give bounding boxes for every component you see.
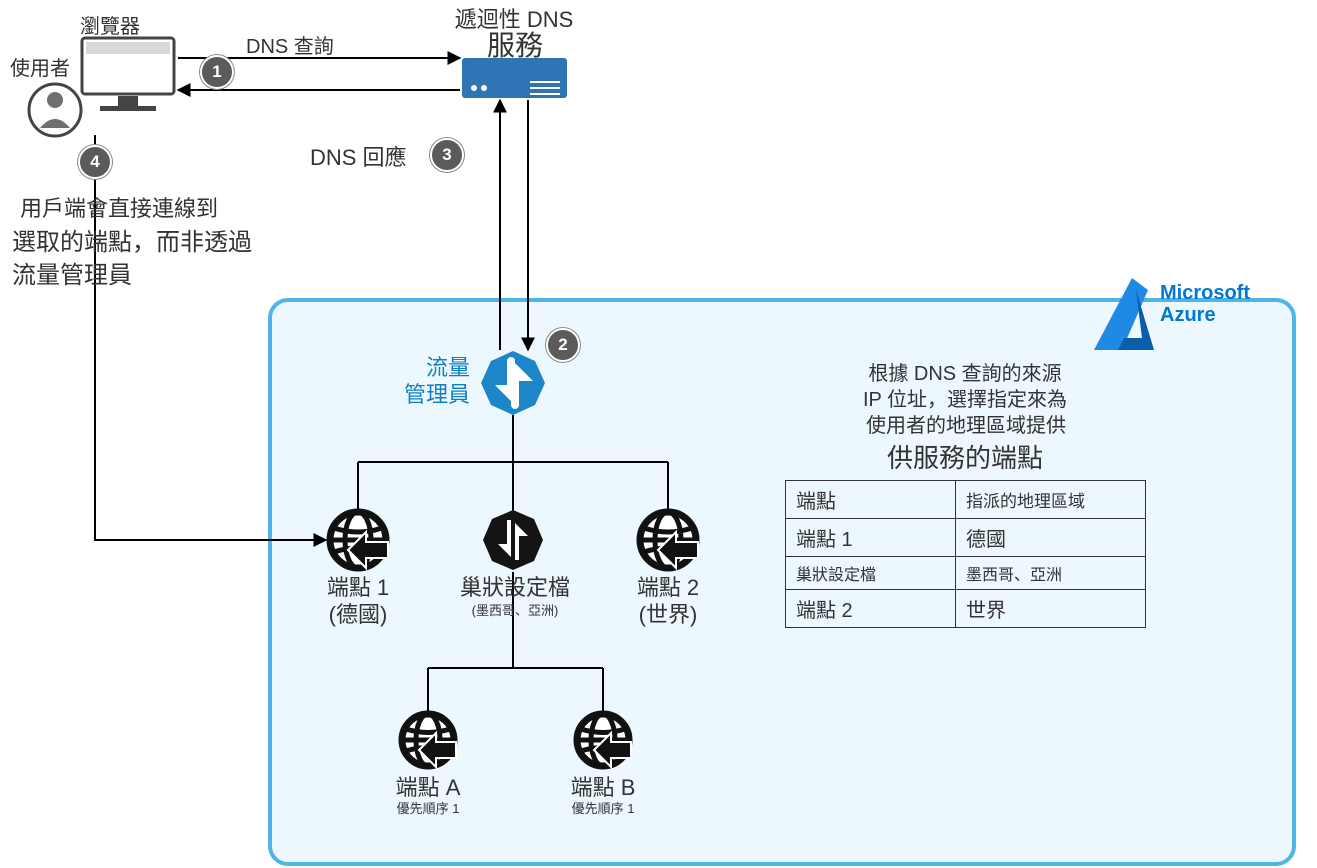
desc-line2: IP 位址，選擇指定來為	[780, 388, 1150, 413]
table-cell: 端點 1	[786, 519, 956, 557]
monitor-icon	[82, 38, 174, 111]
service-label: 服務	[470, 24, 560, 64]
user-label: 使用者	[10, 52, 70, 81]
desc-line3: 使用者的地理區域提供	[756, 414, 1176, 439]
client-note-line1: 用戶端會直接連線到	[20, 192, 218, 225]
azure-brand-line2: Azure	[1160, 304, 1216, 326]
browser-label: 瀏覽器	[80, 10, 140, 39]
dns-response-label: DNS 回應	[310, 140, 407, 172]
client-note-line3: 流量管理員	[12, 258, 132, 294]
table-cell: 墨西哥、亞洲	[956, 557, 1146, 590]
endpointA-sub: 優先順序 1	[376, 798, 480, 817]
desc-line1: 根據 DNS 查詢的來源	[780, 362, 1150, 387]
traffic-label: 流量	[390, 355, 470, 380]
table-cell: 德國	[956, 519, 1146, 557]
nested-profile-label: 巢狀設定檔	[430, 570, 600, 602]
nested-profile-sub: (墨西哥、亞洲)	[430, 600, 600, 619]
dns-server-icon	[462, 58, 567, 98]
table-header-region: 指派的地理區域	[956, 481, 1146, 519]
dns-query-label: DNS 查詢	[246, 30, 334, 59]
step-4-badge: 4	[78, 145, 112, 179]
endpoint1-sub: (德國)	[310, 597, 406, 629]
table-row: 巢狀設定檔 墨西哥、亞洲	[786, 557, 1146, 590]
client-note-line2: 選取的端點，而非透過	[12, 225, 252, 261]
table-cell: 端點 2	[786, 590, 956, 628]
region-table: 端點 指派的地理區域 端點 1 德國 巢狀設定檔 墨西哥、亞洲 端點 2 世界	[785, 480, 1146, 628]
step-3-badge: 3	[430, 138, 464, 172]
desc-big: 供服務的端點	[780, 438, 1150, 475]
azure-brand-line1: Microsoft	[1160, 282, 1250, 304]
table-header-row: 端點 指派的地理區域	[786, 481, 1146, 519]
table-cell: 世界	[956, 590, 1146, 628]
endpointB-sub: 優先順序 1	[551, 798, 655, 817]
table-row: 端點 2 世界	[786, 590, 1146, 628]
diagram-stage: 瀏覽器 使用者 DNS 查詢 遞迴性 DNS 服務 DNS 回應 1 2 3 4…	[0, 0, 1317, 868]
step-2-badge: 2	[546, 328, 580, 362]
manager-label: 管理員	[390, 382, 470, 407]
step-1-badge: 1	[200, 55, 234, 89]
user-icon	[29, 84, 81, 136]
endpoint2-sub: (世界)	[620, 597, 716, 629]
table-header-endpoint: 端點	[786, 481, 956, 519]
table-row: 端點 1 德國	[786, 519, 1146, 557]
table-cell: 巢狀設定檔	[786, 557, 956, 590]
